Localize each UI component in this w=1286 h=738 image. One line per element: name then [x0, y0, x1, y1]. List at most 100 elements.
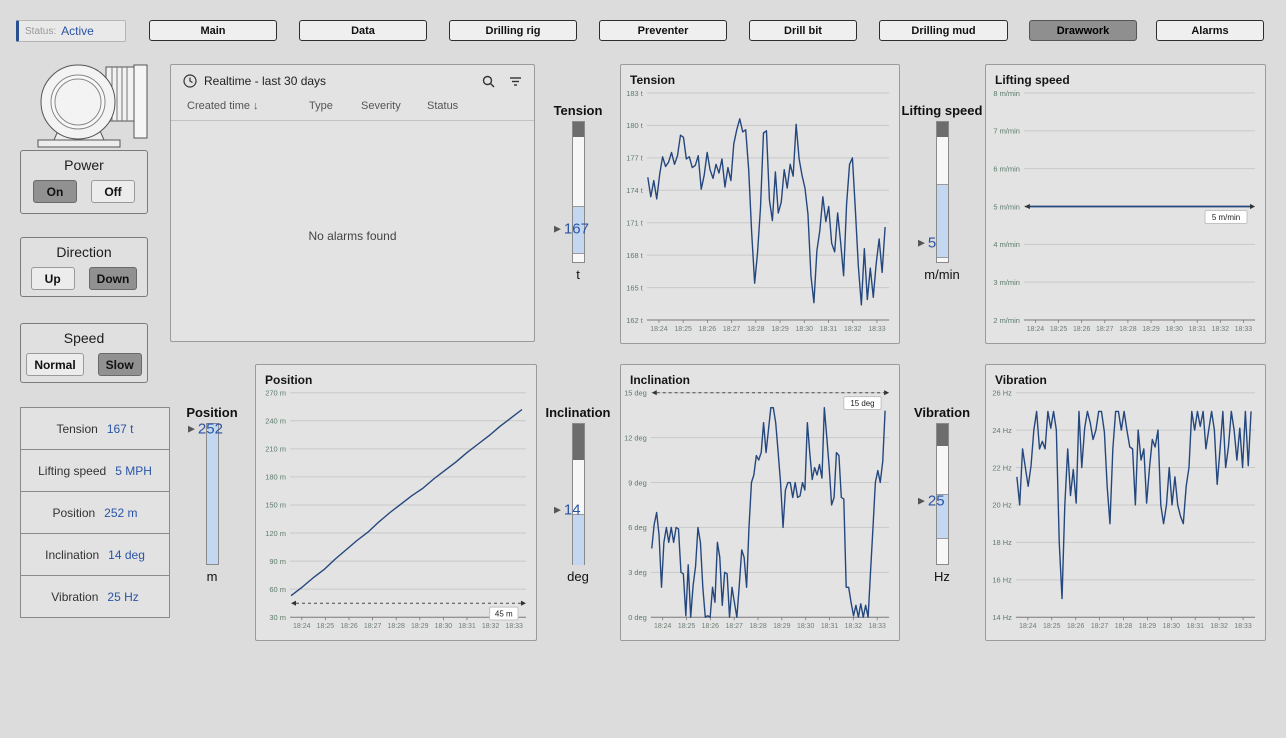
inclination-chart-panel: Inclination 15 deg 12 deg 9 deg 6 deg 3 deg 0… — [620, 364, 900, 641]
tab-main[interactable]: Main — [149, 20, 277, 41]
column-severity[interactable]: Severity — [361, 100, 401, 112]
svg-text:162 t: 162 t — [626, 316, 643, 325]
column-status[interactable]: Status — [427, 100, 459, 112]
svg-text:168 t: 168 t — [626, 251, 643, 260]
svg-text:15 deg: 15 deg — [624, 388, 647, 397]
gauge-fill — [572, 206, 584, 255]
direction-title: Direction — [56, 244, 112, 260]
pointer-icon: ▶ — [188, 423, 195, 434]
svg-text:174 t: 174 t — [626, 186, 643, 195]
svg-text:18:33: 18:33 — [868, 326, 886, 333]
direction-down-button[interactable]: Down — [88, 267, 138, 290]
vibration-gauge: Vibration ▶ 25 Hz — [892, 405, 992, 584]
tab-drilling-rig[interactable]: Drilling rig — [449, 20, 577, 41]
svg-text:18:25: 18:25 — [317, 623, 335, 630]
svg-text:5 m/min: 5 m/min — [1212, 213, 1240, 222]
inclination-gauge-slider[interactable] — [571, 423, 585, 565]
svg-text:90 m: 90 m — [269, 557, 286, 566]
svg-text:18:24: 18:24 — [293, 623, 311, 630]
tab-preventer[interactable]: Preventer — [599, 20, 727, 41]
svg-text:18:32: 18:32 — [1210, 623, 1228, 630]
tension-gauge-slider[interactable] — [571, 121, 585, 263]
position-chart-panel: Position 270 m 240 m 210 m 180 m 150 m 120 m 9… — [255, 364, 537, 641]
svg-text:18 Hz: 18 Hz — [992, 538, 1012, 547]
metric-row-tension: Tension 167 t — [20, 407, 170, 450]
svg-text:183 t: 183 t — [626, 89, 643, 98]
svg-text:18:29: 18:29 — [771, 326, 789, 333]
svg-text:18:31: 18:31 — [821, 623, 839, 630]
power-off-button[interactable]: Off — [91, 180, 135, 203]
tension-chart-panel: Tension 183 t 180 t 177 t 174 t 171 t 168 t 16… — [620, 64, 900, 344]
chart-title: Inclination — [630, 373, 690, 387]
svg-text:22 Hz: 22 Hz — [992, 463, 1012, 472]
tab-alarms[interactable]: Alarms — [1156, 20, 1264, 41]
svg-text:3 m/min: 3 m/min — [993, 278, 1020, 287]
tab-drawwork[interactable]: Drawwork — [1029, 20, 1137, 41]
column-type[interactable]: Type — [309, 100, 333, 112]
filter-icon[interactable] — [509, 75, 522, 88]
svg-text:18:32: 18:32 — [1212, 326, 1230, 333]
sort-arrow-down-icon[interactable]: ↓ — [253, 100, 259, 112]
lifting-speed-gauge-slider[interactable] — [935, 121, 949, 263]
pointer-icon: ▶ — [918, 495, 925, 506]
svg-text:18:27: 18:27 — [723, 326, 741, 333]
position-gauge-slider[interactable] — [205, 423, 219, 565]
svg-text:18:33: 18:33 — [868, 623, 886, 630]
direction-up-button[interactable]: Up — [30, 267, 75, 290]
svg-text:6 m/min: 6 m/min — [993, 164, 1020, 173]
chart-title: Lifting speed — [995, 73, 1070, 87]
svg-text:18:26: 18:26 — [699, 326, 717, 333]
svg-text:18:31: 18:31 — [458, 623, 476, 630]
svg-text:18:27: 18:27 — [726, 623, 744, 630]
search-icon[interactable] — [482, 75, 495, 88]
pointer-icon: ▶ — [554, 504, 561, 515]
alarms-empty-state: No alarms found — [308, 229, 397, 243]
gauge-fill — [572, 513, 584, 565]
gauge-unit: m/min — [924, 267, 960, 282]
gauge-title: Inclination — [545, 405, 611, 420]
svg-text:18:33: 18:33 — [1235, 326, 1253, 333]
gauge-fill — [936, 183, 948, 259]
svg-text:18:25: 18:25 — [674, 326, 692, 333]
gauge-pointer: ▶ 167 — [554, 220, 589, 237]
svg-text:2 m/min: 2 m/min — [993, 316, 1020, 325]
svg-text:18:28: 18:28 — [387, 623, 405, 630]
metric-row-vibration: Vibration 25 Hz — [20, 575, 170, 618]
svg-text:18:33: 18:33 — [505, 623, 523, 630]
svg-text:270 m: 270 m — [265, 389, 286, 398]
gauge-value: 25 — [927, 492, 945, 510]
speed-box: Speed Normal Slow — [20, 323, 148, 383]
tension-gauge: Tension ▶ 167 t — [533, 103, 623, 282]
svg-text:18:25: 18:25 — [678, 623, 696, 630]
svg-text:18:30: 18:30 — [435, 623, 453, 630]
pointer-icon: ▶ — [554, 223, 561, 234]
svg-text:15 deg: 15 deg — [850, 399, 874, 408]
gauge-unit: Hz — [934, 569, 950, 584]
speed-normal-button[interactable]: Normal — [26, 353, 84, 376]
svg-text:18:31: 18:31 — [1187, 623, 1205, 630]
power-on-button[interactable]: On — [33, 180, 77, 203]
speed-slow-button[interactable]: Slow — [97, 353, 142, 376]
gauge-pointer: ▶ 25 — [918, 493, 945, 510]
vibration-gauge-slider[interactable] — [935, 423, 949, 565]
svg-text:12 deg: 12 deg — [624, 433, 647, 442]
metric-label: Inclination — [45, 547, 100, 562]
svg-text:16 Hz: 16 Hz — [992, 576, 1012, 585]
column-created-time[interactable]: Created time ↓ — [187, 100, 259, 112]
metric-label: Position — [52, 505, 96, 520]
svg-text:180 m: 180 m — [265, 473, 286, 482]
tab-drill-bit[interactable]: Drill bit — [749, 20, 857, 41]
tab-data[interactable]: Data — [299, 20, 427, 41]
tab-drilling-mud[interactable]: Drilling mud — [879, 20, 1008, 41]
svg-text:60 m: 60 m — [269, 585, 286, 594]
metrics-table: Tension 167 t Lifting speed 5 MPH Positi… — [20, 407, 170, 618]
svg-text:177 t: 177 t — [626, 154, 643, 163]
svg-text:14 Hz: 14 Hz — [992, 613, 1012, 622]
svg-text:18:26: 18:26 — [340, 623, 358, 630]
metric-label: Vibration — [51, 589, 99, 604]
svg-text:18:27: 18:27 — [1096, 326, 1114, 333]
metric-row-inclination: Inclination 14 deg — [20, 533, 170, 576]
svg-text:18:32: 18:32 — [844, 326, 862, 333]
power-title: Power — [64, 157, 104, 173]
svg-text:20 Hz: 20 Hz — [992, 501, 1012, 510]
